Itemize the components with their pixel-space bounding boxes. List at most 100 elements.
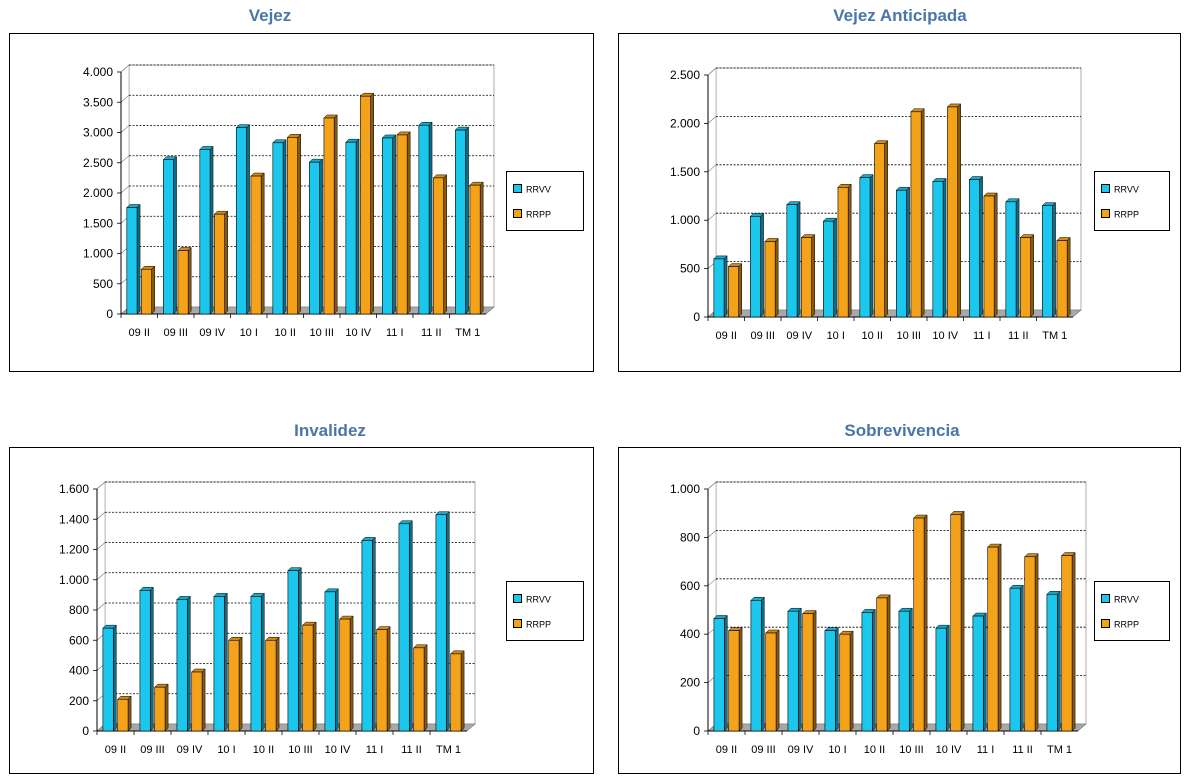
bar-rrvv-side	[872, 608, 876, 732]
bar-rrvv	[272, 142, 284, 315]
gridline-side	[707, 530, 717, 538]
bar-rrpp	[141, 268, 152, 315]
x-tick-label: 09 IV	[199, 327, 225, 339]
legend-sobrevivencia: RRVV RRPP	[1094, 581, 1170, 641]
bar-rrpp	[765, 632, 777, 732]
bar-rrvv	[361, 540, 373, 732]
bar-rrpp-side	[349, 615, 354, 732]
x-tick-label: 10 I	[828, 744, 846, 756]
bar-rrvv-side	[372, 536, 376, 732]
legend-label-rrpp: RRPP	[1114, 209, 1140, 220]
bar-rrpp-side	[1066, 236, 1071, 318]
x-tick-label: 10 IV	[936, 744, 962, 756]
chart-title-invalidez: Invalidez	[294, 421, 366, 440]
bar-rrpp	[1020, 237, 1031, 318]
bar-rrvv	[250, 596, 262, 732]
bar-rrpp	[913, 517, 925, 732]
bar-rrpp	[801, 237, 812, 318]
bar-rrvv-side	[909, 607, 913, 732]
bar-rrpp	[728, 266, 739, 318]
legend-label-rrvv: RRVV	[526, 594, 551, 605]
bar-rrvv-side	[1020, 584, 1024, 732]
bar-rrpp	[987, 546, 999, 732]
chart-invalidez: 0 200 400 600 800 1.000 1.200 1.400 1.600 09 II 09…	[59, 481, 476, 756]
bar-rrvv-side	[428, 121, 433, 315]
chart-panel-vejez-anticipada: 0 500 1.000 1.500 2.000 2.500 09 II 09 III 09 IV…	[618, 33, 1181, 372]
x-tick-label: 09 IV	[177, 744, 203, 756]
bar-rrvv-side	[150, 586, 154, 732]
x-tick-label: 10 III	[310, 327, 334, 339]
bar-rrpp-side	[238, 636, 243, 732]
bar-rrpp	[947, 106, 958, 318]
bar-rrpp	[265, 639, 277, 732]
bar-rrvv-side	[760, 212, 764, 318]
bar-rrpp-side	[920, 108, 925, 318]
bar-rrpp-side	[201, 668, 206, 732]
bar-rrpp	[1024, 556, 1036, 732]
legend-item-rrpp: RRPP	[513, 209, 551, 220]
bar-rrpp-side	[127, 695, 132, 732]
x-tick-label: 11 II	[421, 327, 442, 339]
bar-rrvv	[163, 159, 174, 315]
bar-rrpp	[950, 514, 962, 732]
bar-rrpp	[433, 177, 444, 315]
bar-rrvv	[787, 610, 799, 732]
y-tick-label: 600	[69, 633, 89, 647]
y-tick-label: 800	[680, 530, 700, 544]
bar-rrpp	[413, 647, 425, 732]
bar-rrvv	[1005, 201, 1017, 318]
legend-item-rrvv: RRVV	[513, 594, 551, 605]
x-tick-label: 11 II	[1012, 744, 1033, 756]
bar-rrvv	[750, 600, 762, 732]
x-tick-label: 09 II	[716, 330, 737, 342]
bar-rrpp	[876, 597, 888, 732]
bar-rrpp	[728, 630, 740, 732]
x-tick-label: 10 I	[240, 327, 258, 339]
bar-rrpp	[983, 195, 995, 318]
bar-rrpp	[302, 624, 314, 732]
bar-rrvv	[786, 204, 798, 318]
y-tick-label: 0	[106, 307, 113, 321]
bar-rrvv	[398, 523, 410, 732]
bar-rrvv-side	[261, 592, 265, 732]
bar-rrpp-side	[443, 174, 447, 315]
bar-rrvv-side	[869, 174, 874, 318]
bar-rrpp-side	[774, 237, 779, 318]
bar-rrvv-side	[392, 134, 396, 315]
x-tick-label: 09 IV	[788, 744, 814, 756]
bar-rrvv	[972, 615, 984, 732]
legend-item-rrpp: RRPP	[1101, 209, 1140, 220]
bar-rrvv	[139, 590, 151, 732]
x-tick-label: 09 II	[716, 744, 737, 756]
y-tick-label: 800	[69, 603, 89, 617]
bar-rrvv	[932, 181, 944, 318]
gridline-side	[707, 212, 717, 221]
chart-title-vejez-anticipada: Vejez Anticipada	[833, 6, 967, 25]
y-tick-label: 1.500	[670, 165, 700, 179]
x-tick-label: 11 I	[977, 744, 995, 756]
x-tick-label: TM 1	[1047, 744, 1072, 756]
bar-rrpp-side	[312, 621, 317, 732]
bar-rrpp	[802, 613, 814, 732]
bar-rrvv	[713, 618, 725, 732]
x-tick-label: 11 I	[973, 330, 991, 342]
bar-rrpp	[376, 629, 388, 732]
y-tick-label: 1.000	[59, 573, 89, 587]
bar-rrvv	[176, 599, 188, 732]
legend-label-rrvv: RRVV	[1114, 184, 1139, 195]
legend-swatch-rrvv	[1101, 594, 1110, 604]
bar-rrvv-side	[796, 201, 801, 318]
y-tick-label: 400	[69, 664, 89, 678]
bar-rrvv	[1046, 593, 1058, 732]
bar-rrvv	[824, 630, 836, 732]
legend-label-rrpp: RRPP	[526, 619, 552, 630]
bar-rrpp	[228, 639, 240, 732]
legend-swatch-rrpp	[1101, 209, 1110, 219]
bar-rrvv	[382, 137, 393, 315]
bar-rrvv	[236, 127, 247, 315]
y-tick-label: 1.000	[670, 213, 700, 227]
bar-rrpp-side	[738, 626, 743, 732]
x-tick-label: 10 III	[897, 330, 921, 342]
bar-rrpp	[469, 184, 481, 315]
bar-rrvv	[1009, 587, 1021, 732]
